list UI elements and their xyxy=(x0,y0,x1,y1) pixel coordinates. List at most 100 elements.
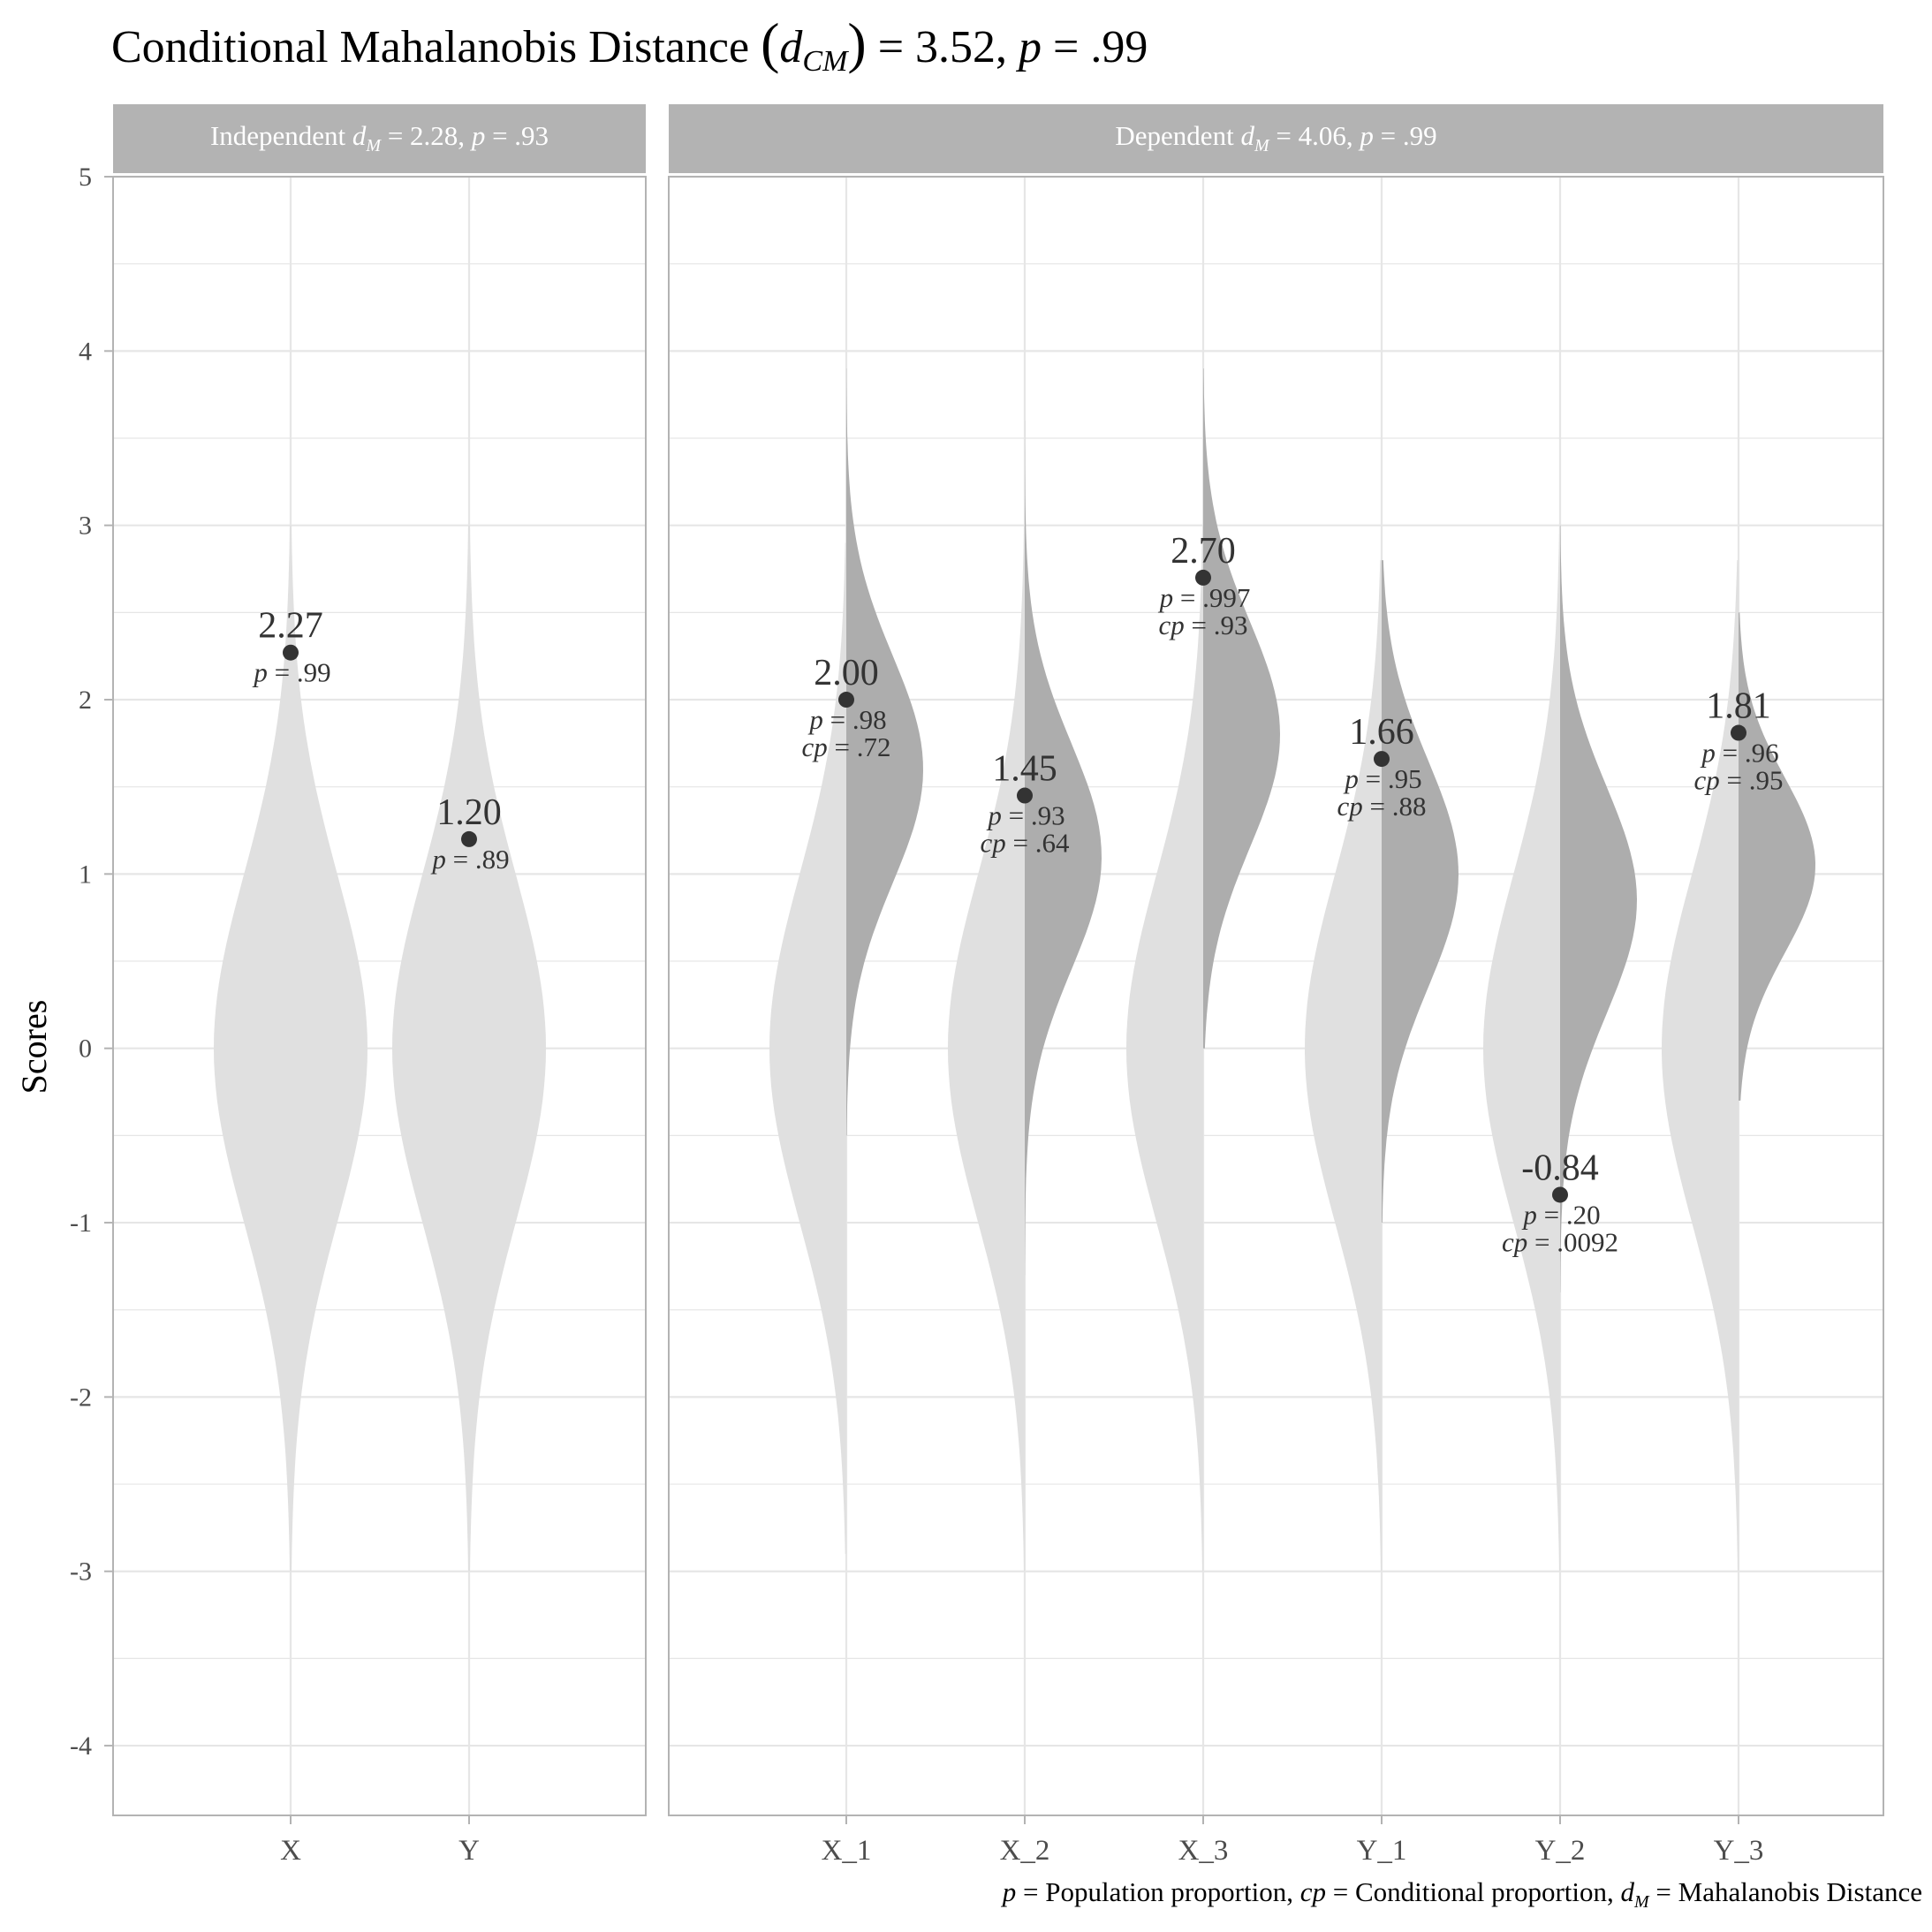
y-tick-label: -3 xyxy=(70,1557,92,1587)
cp-value: = .88 xyxy=(1363,791,1427,822)
p-symbol: p xyxy=(1521,1199,1537,1230)
cp-label-X_3: cp = .93 xyxy=(1159,610,1248,640)
violin-left-Y_3 xyxy=(1662,560,1739,1572)
title-lead: Conditional Mahalanobis Distance xyxy=(111,22,761,72)
violin-X xyxy=(214,525,367,1572)
x-tick-label-Y_3: Y_3 xyxy=(1714,1835,1764,1867)
violin-left-X_3 xyxy=(1126,525,1203,1572)
chart-title: Conditional Mahalanobis Distance (dCM) =… xyxy=(111,11,1148,78)
x-tick-label-Y: Y xyxy=(458,1835,480,1867)
strip-subscript: M xyxy=(1254,136,1270,155)
violin-left-X_2 xyxy=(948,525,1025,1572)
strip-symbol: d xyxy=(352,120,367,151)
strip-rest: = 4.06, xyxy=(1269,120,1360,151)
x-tick-label-X_2: X_2 xyxy=(1000,1835,1050,1867)
score-label-Y: 1.20 xyxy=(436,792,502,833)
panel-strip-label: Independent dM = 2.28, p = .93 xyxy=(210,120,549,155)
panel-strip-label: Dependent dM = 4.06, p = .99 xyxy=(1115,120,1436,155)
strip-symbol: d xyxy=(1240,120,1254,151)
cp-symbol: cp xyxy=(1337,791,1363,822)
caption-symbol: p xyxy=(1001,1876,1017,1907)
p-symbol: p xyxy=(807,704,823,735)
score-point-X_1 xyxy=(838,692,854,708)
score-point-Y_3 xyxy=(1731,724,1746,741)
p-symbol: p xyxy=(1343,763,1359,794)
p-symbol: p xyxy=(1158,582,1174,613)
p-value: = .98 xyxy=(823,704,887,735)
score-label-X: 2.27 xyxy=(258,606,323,647)
score-label-X_3: 2.70 xyxy=(1171,531,1236,572)
violin-right-X_3 xyxy=(1203,368,1280,1049)
cp-label-X_1: cp = .72 xyxy=(802,731,891,762)
y-axis-label: Scores xyxy=(14,1000,54,1095)
cp-label-X_2: cp = .64 xyxy=(981,828,1070,859)
score-label-Y_3: 1.81 xyxy=(1706,686,1771,727)
title-p: p xyxy=(1015,22,1042,72)
violin-right-X_1 xyxy=(846,368,923,1136)
strip-p: p xyxy=(470,120,486,151)
violin-Y xyxy=(392,525,546,1572)
p-label-Y_3: p = .96 xyxy=(1700,738,1778,769)
title-subscript: CM xyxy=(802,45,849,78)
cp-value: = .93 xyxy=(1185,610,1248,640)
y-tick-label: 0 xyxy=(79,1034,92,1064)
p-value: = .96 xyxy=(1716,738,1779,769)
p-symbol: p xyxy=(252,657,268,688)
violin-right-Y_1 xyxy=(1382,560,1458,1223)
title-paren-close: ) xyxy=(847,11,866,74)
strip-p: p xyxy=(1358,120,1374,151)
p-symbol: p xyxy=(986,800,1002,831)
p-value: = .997 xyxy=(1173,582,1250,613)
y-tick-label: 1 xyxy=(79,860,92,889)
score-point-X_3 xyxy=(1195,569,1211,586)
p-value: = .99 xyxy=(268,657,331,688)
p-label-Y_2: p = .20 xyxy=(1521,1199,1600,1230)
y-tick-label: 5 xyxy=(79,163,92,192)
p-value: = .93 xyxy=(1002,800,1065,831)
x-tick-label-X: X xyxy=(280,1835,301,1867)
cp-value: = .64 xyxy=(1006,828,1070,859)
p-label-Y: p = .89 xyxy=(430,844,509,875)
x-tick-label-X_3: X_3 xyxy=(1178,1835,1229,1867)
score-label-X_2: 1.45 xyxy=(992,749,1057,790)
score-point-Y xyxy=(461,830,477,847)
strip-pval: = .99 xyxy=(1374,120,1437,151)
title-rest: = 3.52, xyxy=(867,22,1019,72)
y-tick-label: 2 xyxy=(79,686,92,715)
cp-symbol: cp xyxy=(1502,1226,1527,1257)
violin-left-X_1 xyxy=(769,542,846,1554)
score-label-X_1: 2.00 xyxy=(814,653,879,693)
p-symbol: p xyxy=(1700,738,1716,769)
cp-value: = .95 xyxy=(1720,765,1784,796)
caption-symbol: cp xyxy=(1300,1876,1326,1907)
cp-symbol: cp xyxy=(1159,610,1185,640)
p-label-X_2: p = .93 xyxy=(986,800,1064,831)
strip-lead: Dependent xyxy=(1115,120,1240,151)
violin-right-Y_2 xyxy=(1560,525,1637,1292)
violin-left-Y_2 xyxy=(1483,525,1560,1572)
caption-text: = Population proportion, xyxy=(1016,1876,1299,1907)
y-tick-label: -4 xyxy=(70,1731,92,1761)
cp-label-Y_2: cp = .0092 xyxy=(1502,1226,1618,1257)
cp-label-Y_1: cp = .88 xyxy=(1337,791,1427,822)
title-pval: = .99 xyxy=(1042,22,1148,72)
p-label-X_3: p = .997 xyxy=(1158,582,1251,613)
score-point-X_2 xyxy=(1017,787,1033,804)
cp-value: = .72 xyxy=(828,731,891,762)
cp-value: = .0092 xyxy=(1527,1226,1618,1257)
p-symbol: p xyxy=(430,844,446,875)
y-tick-label: 3 xyxy=(79,511,92,541)
caption-symbol: d xyxy=(1621,1876,1635,1907)
y-tick-label: 4 xyxy=(79,337,92,366)
x-tick-label-Y_2: Y_2 xyxy=(1535,1835,1586,1867)
p-value: = .95 xyxy=(1359,763,1422,794)
strip-lead: Independent xyxy=(210,120,352,151)
cp-symbol: cp xyxy=(802,731,828,762)
x-tick-label-X_1: X_1 xyxy=(822,1835,872,1867)
panel-border xyxy=(668,176,1884,1816)
caption: p = Population proportion, cp = Conditio… xyxy=(1001,1876,1922,1912)
panel-strip xyxy=(113,104,646,173)
strip-pval: = .93 xyxy=(485,120,549,151)
